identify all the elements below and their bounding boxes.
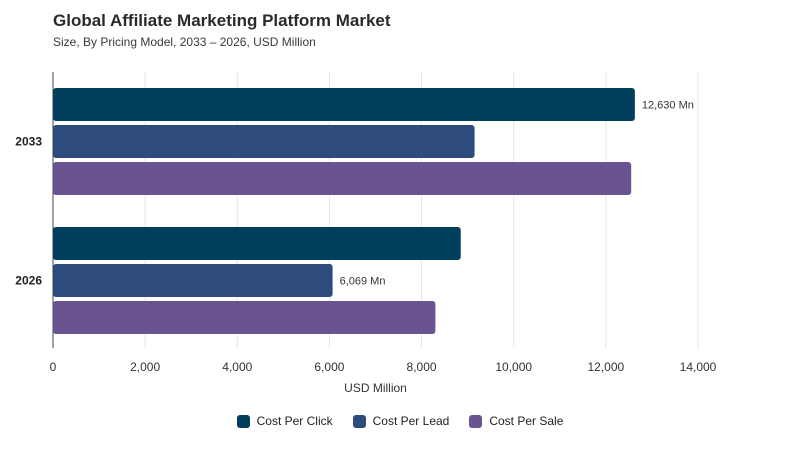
bar	[53, 301, 436, 334]
y-tick-label: 2033	[15, 135, 42, 149]
legend-swatch	[469, 414, 483, 428]
x-tick-label: 4,000	[222, 360, 252, 374]
chart-legend: Cost Per Click Cost Per Lead Cost Per Sale	[0, 414, 800, 428]
bar	[53, 88, 635, 121]
legend-item[interactable]: Cost Per Sale	[469, 414, 563, 428]
bar	[53, 264, 333, 297]
data-label: 12,630 Mn	[642, 100, 694, 112]
x-tick-label: 14,000	[680, 360, 717, 374]
x-axis-label: USD Million	[344, 381, 407, 395]
legend-item[interactable]: Cost Per Click	[236, 414, 333, 428]
legend-label: Cost Per Sale	[489, 414, 564, 428]
bar	[53, 125, 475, 158]
legend-label: Cost Per Click	[256, 414, 333, 428]
bar	[53, 162, 632, 195]
legend-swatch	[236, 414, 250, 428]
x-tick-label: 12,000	[588, 360, 625, 374]
legend-swatch	[352, 414, 366, 428]
chart-subtitle: Size, By Pricing Model, 2033 – 2026, USD…	[53, 35, 316, 49]
legend-item[interactable]: Cost Per Lead	[352, 414, 450, 428]
bar	[53, 227, 461, 260]
legend-label: Cost Per Lead	[372, 414, 450, 428]
x-tick-label: 8,000	[407, 360, 437, 374]
chart-title: Global Affiliate Marketing Platform Mark…	[53, 11, 391, 30]
x-tick-label: 0	[50, 360, 57, 374]
data-label: 6,069 Mn	[340, 276, 386, 288]
x-tick-label: 2,000	[130, 360, 160, 374]
x-tick-label: 10,000	[495, 360, 532, 374]
x-tick-label: 6,000	[314, 360, 344, 374]
y-tick-label: 2026	[15, 274, 42, 288]
